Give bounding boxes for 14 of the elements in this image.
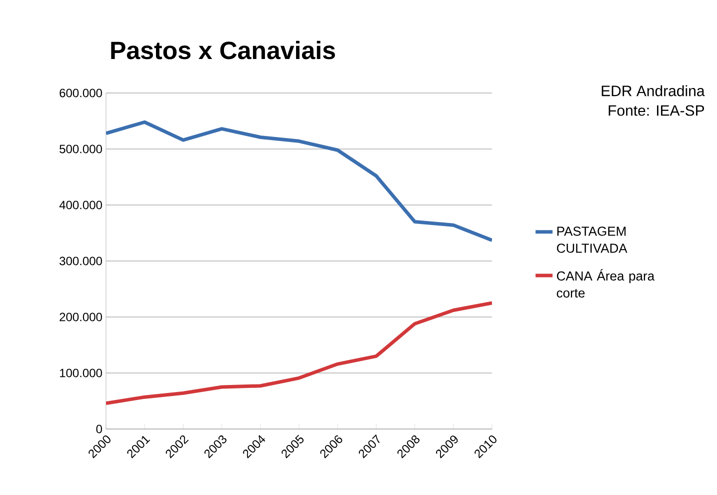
text: EDR Andradina (602, 85, 705, 96)
y-tick-label: 100.000 (60, 368, 102, 378)
y-tick-label: 500.000 (60, 144, 102, 154)
y-tick-label: 200.000 (60, 312, 102, 322)
y-tick-label: 600.000 (60, 88, 102, 98)
legend-label: CANA Área para corte (556, 269, 655, 298)
source-note: Fonte: IEA-SP (608, 105, 704, 116)
y-tick-label: 300.000 (60, 256, 102, 266)
line-series (106, 120, 492, 242)
line-series (106, 301, 492, 405)
y-tick-label: 0 (96, 424, 102, 434)
legend-label: PASTAGEM CULTIVADA (556, 226, 628, 253)
chart-title: Pastos x Canaviais (111, 40, 335, 60)
y-tick-label: 400.000 (59, 200, 102, 210)
